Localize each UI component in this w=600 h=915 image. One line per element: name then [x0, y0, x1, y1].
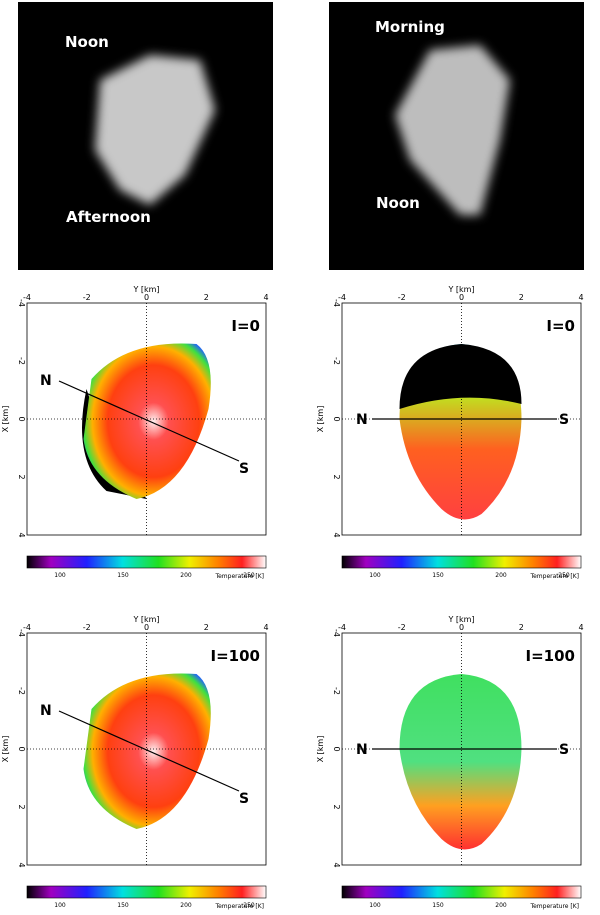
y-tick-label: 2	[332, 474, 341, 479]
y-tick-label: -4	[17, 299, 26, 307]
y-tick-label: 0	[17, 746, 26, 751]
x-tick-label: 0	[144, 293, 149, 302]
y-tick-label: -2	[17, 357, 26, 365]
shadow	[399, 344, 522, 409]
x-tick-label: 2	[204, 293, 209, 302]
x-tick-label: 2	[519, 293, 524, 302]
y-tick-label: -2	[332, 357, 341, 365]
illumination-label: I=0	[231, 317, 260, 335]
south-label: S	[239, 461, 249, 477]
x-tick-label: 4	[578, 293, 583, 302]
temperature-map	[83, 673, 211, 829]
colorbar-tick-label: 150	[432, 572, 444, 579]
y-tick-label: 0	[332, 416, 341, 421]
colorbar-tick-label: 250	[243, 572, 255, 579]
colorbar	[341, 885, 582, 899]
colorbar-title: Temperature [K]	[529, 903, 579, 910]
colorbar	[26, 885, 267, 899]
y-tick-label: 4	[17, 532, 26, 537]
south-label: S	[559, 742, 569, 758]
x-axis-label: Y [km]	[132, 615, 159, 624]
colorbar-title: Temperature [K]	[214, 903, 264, 910]
colorbar-tick-label: 150	[117, 572, 129, 579]
x-axis-label: Y [km]	[447, 285, 474, 294]
colorbar-tick-label: 200	[495, 572, 507, 579]
x-tick-label: 2	[519, 623, 524, 632]
illumination-label: I=100	[526, 647, 575, 665]
x-tick-label: -2	[398, 623, 406, 632]
x-tick-label: -4	[338, 623, 346, 632]
y-tick-label: -4	[17, 629, 26, 637]
colorbar	[26, 555, 267, 569]
temperature-map	[399, 674, 522, 850]
colorbar-tick-label: 100	[369, 572, 381, 579]
x-tick-label: 4	[263, 623, 268, 632]
photo	[18, 2, 584, 270]
x-tick-label: -2	[83, 623, 91, 632]
north-label: N	[356, 412, 368, 428]
x-tick-label: 0	[459, 623, 464, 632]
y-tick-label: 2	[332, 804, 341, 809]
illumination-label: I=100	[211, 647, 260, 665]
y-tick-label: -2	[17, 687, 26, 695]
x-axis-label: Y [km]	[447, 615, 474, 624]
north-label: N	[40, 703, 52, 719]
photo-label: Afternoon	[66, 208, 151, 226]
colorbar-tick-label: 200	[180, 902, 192, 909]
y-axis-label: X [km]	[1, 406, 10, 433]
illumination-label: I=0	[546, 317, 575, 335]
colorbar-tick-label: 150	[117, 902, 129, 909]
y-tick-label: 2	[17, 804, 26, 809]
x-tick-label: -2	[398, 293, 406, 302]
y-tick-label: 4	[17, 862, 26, 867]
photo-label: Morning	[375, 18, 445, 36]
colorbar-title: Temperature [K]	[529, 573, 579, 580]
x-axis-label: Y [km]	[132, 285, 159, 294]
y-axis-label: X [km]	[316, 406, 325, 433]
y-tick-label: 2	[17, 474, 26, 479]
north-label: N	[356, 742, 368, 758]
x-tick-label: 4	[578, 623, 583, 632]
y-tick-label: -4	[332, 629, 341, 637]
south-label: S	[559, 412, 569, 428]
north-label: N	[40, 373, 52, 389]
photo-label: Noon	[376, 194, 420, 212]
y-axis-label: X [km]	[1, 736, 10, 763]
photo-label: Noon	[65, 33, 109, 51]
y-tick-label: -4	[332, 299, 341, 307]
colorbar-tick-label: 250	[243, 902, 255, 909]
x-tick-label: -4	[23, 623, 31, 632]
ns-line	[58, 380, 240, 462]
y-tick-label: 0	[17, 416, 26, 421]
x-tick-label: -2	[83, 293, 91, 302]
colorbar	[341, 555, 582, 569]
y-tick-label: 4	[332, 862, 341, 867]
x-tick-label: -4	[23, 293, 31, 302]
temperature-map	[83, 343, 211, 499]
colorbar-tick-label: 200	[495, 902, 507, 909]
y-tick-label: 4	[332, 532, 341, 537]
x-tick-label: 0	[459, 293, 464, 302]
colorbar-title: Temperature [K]	[214, 573, 264, 580]
y-tick-label: 0	[332, 746, 341, 751]
x-tick-label: 0	[144, 623, 149, 632]
colorbar-tick-label: 100	[369, 902, 381, 909]
x-tick-label: 2	[204, 623, 209, 632]
y-tick-label: -2	[332, 687, 341, 695]
colorbar-tick-label: 250	[558, 572, 570, 579]
colorbar-tick-label: 100	[54, 902, 66, 909]
colorbar-tick-label: 100	[54, 572, 66, 579]
south-label: S	[239, 791, 249, 807]
colorbar-tick-label: 150	[432, 902, 444, 909]
x-tick-label: -4	[338, 293, 346, 302]
ns-line	[58, 710, 240, 792]
y-axis-label: X [km]	[316, 736, 325, 763]
x-tick-label: 4	[263, 293, 268, 302]
colorbar-tick-label: 200	[180, 572, 192, 579]
